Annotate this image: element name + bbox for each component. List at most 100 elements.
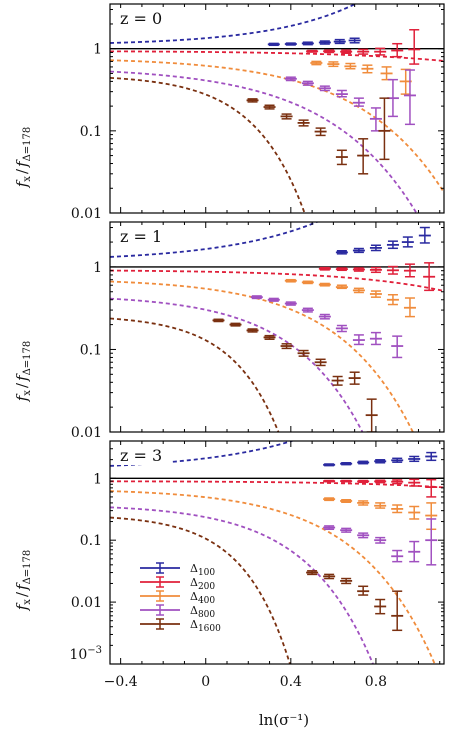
x-tick-label: 0.8 xyxy=(365,674,387,690)
y-tick-label: 0.1 xyxy=(80,124,102,140)
data-point xyxy=(318,40,331,45)
fit-curve xyxy=(110,297,364,432)
data-point xyxy=(306,570,319,576)
fit-curve xyxy=(110,441,295,467)
data-point xyxy=(357,138,370,175)
data-point xyxy=(327,61,340,68)
data-point xyxy=(380,66,393,81)
data-point xyxy=(401,236,414,248)
data-point xyxy=(386,265,399,275)
data-point xyxy=(361,64,374,74)
data-point xyxy=(357,532,370,539)
data-point xyxy=(284,278,297,283)
fit-curve xyxy=(110,490,436,664)
fit-curve xyxy=(110,76,306,213)
y-ticks xyxy=(110,440,444,665)
x-tick-labels: −0.4 0 0.4 0.8 xyxy=(104,674,387,690)
data-point xyxy=(352,287,365,294)
legend-label: Δ100 xyxy=(190,562,215,578)
series-3 xyxy=(110,490,438,664)
panel-label-bg xyxy=(116,8,172,28)
series-1 xyxy=(110,4,361,47)
data-point xyxy=(310,60,323,66)
data-point xyxy=(306,49,319,53)
panel-frame xyxy=(109,440,445,665)
series-2 xyxy=(110,29,444,65)
data-point xyxy=(340,498,353,503)
data-point xyxy=(352,247,365,254)
legend-entry: Δ800 xyxy=(140,604,215,620)
data-point xyxy=(301,280,314,285)
data-point xyxy=(212,318,225,323)
data-point xyxy=(323,525,336,531)
panel-2: 1 0.1 0.01 z = 1 xyxy=(71,221,445,441)
fit-curve xyxy=(110,222,320,258)
data-point xyxy=(369,331,382,346)
y-axis-label-2: fx/fΔ=178 xyxy=(13,550,33,612)
data-point xyxy=(386,240,399,250)
data-point xyxy=(391,479,404,485)
data-point xyxy=(374,502,387,509)
data-point xyxy=(357,48,370,55)
data-point xyxy=(369,290,382,298)
data-point xyxy=(374,598,387,615)
data-point xyxy=(357,479,370,484)
fit-curve xyxy=(110,59,444,193)
y-axis-label-0: fx/fΔ=178 xyxy=(13,127,33,189)
legend-entry: Δ1600 xyxy=(140,618,221,634)
fit-curve xyxy=(110,280,414,432)
plot-area xyxy=(110,222,444,432)
legend-entry: Δ100 xyxy=(140,562,215,578)
data-point xyxy=(335,89,348,98)
data-point xyxy=(391,504,404,514)
x-tick-label: 0.4 xyxy=(280,674,302,690)
data-point xyxy=(335,267,348,272)
data-point xyxy=(344,62,357,70)
data-point xyxy=(314,127,327,137)
data-point xyxy=(340,49,353,55)
legend-label: Δ400 xyxy=(190,590,215,606)
legend-entry: Δ200 xyxy=(140,576,215,592)
y-tick-label: 0.01 xyxy=(71,595,102,611)
plot-area xyxy=(110,4,444,213)
data-point xyxy=(369,244,382,252)
y-tick-label: 0.1 xyxy=(80,342,102,358)
y-axis-label-1: fx/fΔ=178 xyxy=(13,341,33,403)
x-ticks xyxy=(120,222,441,432)
data-point xyxy=(418,226,431,244)
data-point xyxy=(323,479,336,483)
data-point xyxy=(263,334,276,340)
data-point xyxy=(357,460,370,465)
y-tick-label: 0.01 xyxy=(71,425,102,441)
panel-frame xyxy=(109,221,445,433)
x-axis-label: ln(σ⁻¹) xyxy=(259,711,309,729)
data-point xyxy=(352,334,365,346)
data-point xyxy=(425,478,438,498)
data-point xyxy=(323,463,336,467)
fit-curve xyxy=(110,70,418,213)
data-point xyxy=(323,573,336,580)
data-point xyxy=(333,38,346,45)
data-point xyxy=(378,97,391,161)
data-point xyxy=(391,42,404,58)
panel-frame xyxy=(109,3,445,214)
y-tick-label: 0.1 xyxy=(80,533,102,549)
panel-label: z = 0 xyxy=(120,9,162,28)
y-tick-label: 1 xyxy=(93,471,102,487)
y-ticks xyxy=(110,227,444,433)
y-ticks xyxy=(110,8,444,214)
fit-curve xyxy=(110,317,280,432)
data-point xyxy=(369,107,382,132)
data-point xyxy=(374,47,387,56)
series-5 xyxy=(110,76,391,213)
x-tick-label: 0 xyxy=(201,674,210,690)
data-point xyxy=(340,527,353,533)
data-point xyxy=(335,324,348,333)
panel-3: 1 0.1 0.01 z = 3 xyxy=(71,440,445,665)
legend-entry: Δ400 xyxy=(140,590,215,606)
series-2 xyxy=(110,262,444,292)
data-point xyxy=(267,297,280,302)
panel-label: z = 3 xyxy=(120,446,162,465)
data-point xyxy=(335,284,348,290)
